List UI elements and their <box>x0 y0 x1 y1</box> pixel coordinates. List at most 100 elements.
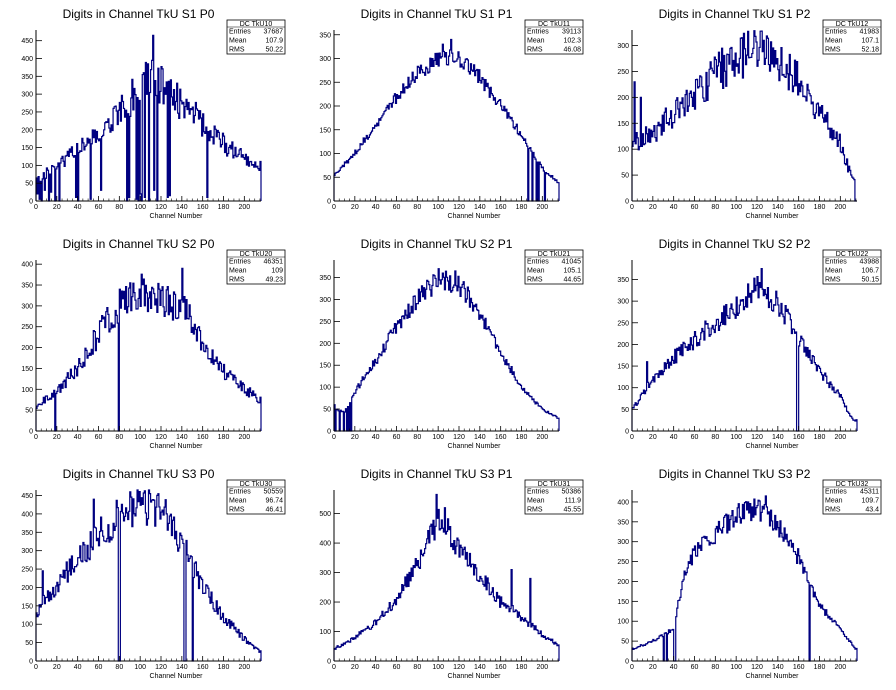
histogram-series <box>35 34 262 202</box>
x-tick-label: 160 <box>495 664 507 671</box>
x-tick-label: 80 <box>115 434 123 441</box>
x-tick-label: 160 <box>793 434 805 441</box>
y-tick-label: 200 <box>21 127 33 134</box>
stats-label-entries: Entries <box>527 489 549 496</box>
x-tick-label: 60 <box>393 204 401 211</box>
stats-box-frame <box>524 19 584 55</box>
x-tick-label: 60 <box>393 664 401 671</box>
stats-value-rms: 50.22 <box>265 47 283 54</box>
y-tick-label: 200 <box>617 95 629 102</box>
y-tick-label: 50 <box>25 408 33 415</box>
y-tick-label: 400 <box>21 262 33 269</box>
x-tick-label: 0 <box>630 434 634 441</box>
y-tick-label: 300 <box>319 297 331 304</box>
x-tick-label: 0 <box>332 204 336 211</box>
x-tick-label: 120 <box>751 434 763 441</box>
stats-label-mean: Mean <box>825 268 843 275</box>
x-tick-label: 60 <box>691 664 699 671</box>
stats-value-mean: 109.7 <box>861 498 879 505</box>
y-tick-label: 300 <box>319 56 331 63</box>
stats-value-rms: 49.23 <box>265 277 283 284</box>
histogram-pad-3: Digits in Channel TkU S1 P2 0 20 40 60 80 100 1… <box>617 7 882 220</box>
x-tick-label: 20 <box>649 664 657 671</box>
x-tick-label: 80 <box>413 434 421 441</box>
y-tick-label: 0 <box>625 659 629 666</box>
stats-value-entries: 50559 <box>264 489 284 496</box>
stats-label-rms: RMS <box>825 47 841 54</box>
y-tick-label: 300 <box>617 43 629 50</box>
x-tick-label: 20 <box>53 664 61 671</box>
y-tick-label: 100 <box>21 387 33 394</box>
histogram-series <box>35 489 262 662</box>
stats-label-rms: RMS <box>229 507 245 514</box>
x-tick-label: 100 <box>432 664 444 671</box>
x-tick-label: 40 <box>670 204 678 211</box>
stats-label-rms: RMS <box>825 507 841 514</box>
x-tick-label: 80 <box>413 664 421 671</box>
x-tick-label: 40 <box>372 434 380 441</box>
x-tick-label: 100 <box>730 434 742 441</box>
y-tick-label: 150 <box>21 145 33 152</box>
x-tick-label: 100 <box>730 204 742 211</box>
x-tick-label: 80 <box>413 204 421 211</box>
stats-value-rms: 46.41 <box>265 507 283 514</box>
stats-name: DC TkU30 <box>240 481 273 488</box>
y-tick-label: 350 <box>319 32 331 39</box>
y-tick-label: 300 <box>617 299 629 306</box>
x-tick-label: 40 <box>74 434 82 441</box>
x-tick-label: 180 <box>814 434 826 441</box>
stats-value-entries: 50386 <box>562 489 582 496</box>
histogram-pad-1: Digits in Channel TkU S1 P0 0 20 40 60 80 100 1… <box>21 7 286 220</box>
y-tick-label: 500 <box>319 511 331 518</box>
stats-value-mean: 105.1 <box>563 268 581 275</box>
histogram-pad-6: Digits in Channel TkU S2 P2 0 20 40 60 80 100 1… <box>617 237 882 450</box>
y-tick-label: 250 <box>617 559 629 566</box>
stats-label-entries: Entries <box>825 489 847 496</box>
x-tick-label: 60 <box>691 434 699 441</box>
x-tick-label: 120 <box>751 664 763 671</box>
y-tick-label: 150 <box>617 121 629 128</box>
histogram-series <box>631 30 857 202</box>
y-tick-label: 250 <box>319 319 331 326</box>
stats-value-rms: 52.18 <box>861 47 879 54</box>
y-tick-label: 100 <box>21 163 33 170</box>
stats-value-mean: 96.74 <box>265 498 283 505</box>
x-axis-title: Channel Number <box>448 213 502 220</box>
x-tick-label: 20 <box>351 664 359 671</box>
x-tick-label: 180 <box>814 664 826 671</box>
histogram-series <box>631 495 858 662</box>
pad-title: Digits in Channel TkU S2 P0 <box>63 237 215 251</box>
y-tick-label: 50 <box>621 407 629 414</box>
x-tick-label: 180 <box>516 204 528 211</box>
stats-label-rms: RMS <box>229 47 245 54</box>
stats-box-frame <box>524 249 584 285</box>
x-tick-label: 40 <box>670 664 678 671</box>
x-tick-label: 0 <box>34 434 38 441</box>
stats-label-mean: Mean <box>229 268 247 275</box>
y-tick-label: 200 <box>21 585 33 592</box>
x-tick-label: 60 <box>95 664 103 671</box>
y-tick-label: 0 <box>29 199 33 206</box>
y-tick-label: 100 <box>617 385 629 392</box>
y-tick-label: 300 <box>319 570 331 577</box>
stats-name: DC TkU31 <box>538 481 571 488</box>
y-tick-label: 200 <box>617 579 629 586</box>
y-tick-label: 250 <box>617 69 629 76</box>
pad-title: Digits in Channel TkU S2 P2 <box>659 237 811 251</box>
y-tick-label: 350 <box>617 277 629 284</box>
y-tick-label: 350 <box>319 275 331 282</box>
x-tick-label: 140 <box>176 434 188 441</box>
y-tick-label: 150 <box>21 366 33 373</box>
x-axis-title: Channel Number <box>746 443 800 450</box>
y-tick-label: 200 <box>319 341 331 348</box>
stats-name: DC TkU12 <box>836 21 869 28</box>
x-tick-label: 160 <box>793 664 805 671</box>
stats-label-mean: Mean <box>229 498 247 505</box>
y-tick-label: 100 <box>617 619 629 626</box>
stats-name: DC TkU32 <box>836 481 869 488</box>
pad-title: Digits in Channel TkU S3 P2 <box>659 467 811 481</box>
